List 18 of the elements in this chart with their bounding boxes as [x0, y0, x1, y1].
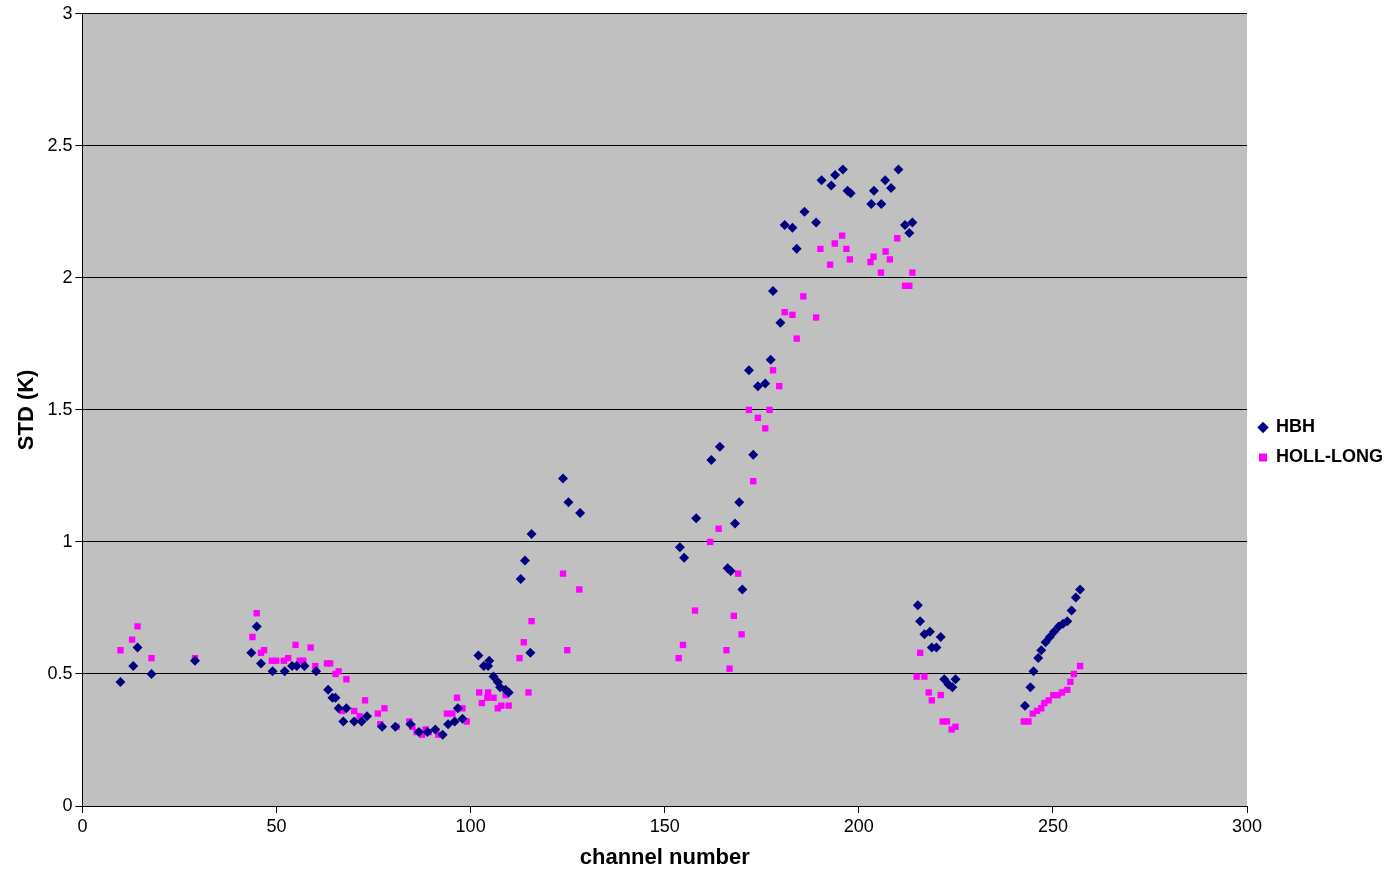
- x-tick-label: 250: [1037, 815, 1068, 836]
- x-axis-title: channel number: [579, 843, 751, 869]
- x-tick-label: 0: [77, 815, 88, 836]
- y-tick-label: 3: [62, 2, 73, 23]
- y-tick-label: 1: [62, 530, 73, 551]
- x-tick-label: 100: [455, 815, 486, 836]
- legend-label: HOLL-LONG: [1276, 446, 1383, 467]
- y-axis-title: STD (K): [13, 369, 39, 451]
- x-tick-label: 300: [1232, 815, 1263, 836]
- y-tick-label: 2: [62, 266, 73, 287]
- x-tick-label: 150: [649, 815, 680, 836]
- y-tick-label: 0: [62, 794, 73, 815]
- x-tick-label: 200: [843, 815, 874, 836]
- legend-label: HBH: [1276, 416, 1316, 437]
- x-tick-label: 50: [266, 815, 287, 836]
- y-tick-label: 2.5: [47, 134, 73, 155]
- y-tick-label: 1.5: [47, 398, 73, 419]
- y-tick-label: 0.5: [47, 662, 73, 683]
